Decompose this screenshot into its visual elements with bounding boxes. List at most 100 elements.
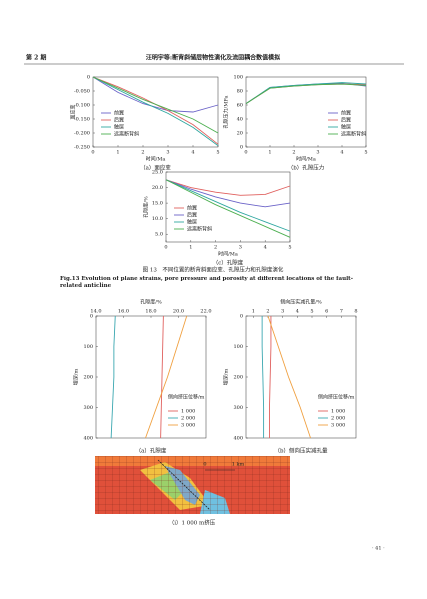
scale-label: 1 km [232, 462, 245, 468]
plot-frame [165, 171, 291, 243]
y-tick-label: -0.050 [74, 89, 90, 95]
chart-caption: （a）面应变 [140, 164, 171, 172]
y-tick-label: 40 [237, 117, 243, 123]
chart-caption: （a）孔隙度 [136, 447, 167, 455]
x-tick-label: 5 [364, 150, 367, 156]
x-tick-label: 6 [325, 309, 328, 315]
y-tick-label: 0 [240, 145, 243, 151]
x-tick-label: 5 [216, 150, 219, 156]
x-tick-label: 14.0 [90, 309, 101, 315]
chart-caption: （b）孔隙压力 [288, 164, 325, 172]
y-axis-title: 孔隙压力/MPa [223, 96, 230, 129]
legend-label: 远离断背斜 [114, 131, 139, 138]
x-tick-label: 3 [281, 309, 284, 315]
y-axis-title: 埋深/m [223, 369, 230, 386]
x-tick-label: 5 [310, 309, 313, 315]
legend-label: 2 000 [181, 416, 195, 422]
running-title: 汪明宇等:断背斜储层物性演化及流固耦合数值模拟 [146, 54, 280, 62]
series-line [165, 179, 291, 238]
y-tick-label: 300 [83, 405, 93, 411]
series-line [92, 76, 219, 113]
series-line [165, 179, 291, 208]
y-tick-label: 60 [237, 103, 243, 109]
x-tick-label: 3 [316, 150, 319, 156]
series-line [92, 76, 219, 146]
series-line [245, 82, 367, 104]
x-tick-label: 22.0 [200, 309, 211, 315]
y-tick-label: 10.0 [152, 216, 163, 222]
y-tick-label: 100 [233, 75, 243, 81]
y-tick-label: 80 [237, 89, 243, 95]
plot-frame [92, 76, 219, 148]
x-tick-label: 4 [264, 245, 267, 251]
x-tick-label: 1 [116, 150, 119, 156]
x-tick-label: 1 [268, 150, 271, 156]
y-tick-label: -0.150 [74, 117, 90, 123]
legend-label: 3 000 [331, 423, 345, 429]
x-axis-title: 时间/Ma [218, 251, 238, 258]
legend-label: 3 000 [181, 423, 195, 429]
series-line [160, 315, 164, 439]
y-tick-label: 100 [83, 344, 93, 350]
legend-label: 后翼 [187, 212, 197, 219]
image-caption: （i）1 000 m挤压 [169, 519, 216, 527]
y-tick-label: 400 [83, 436, 93, 442]
legend-label: 2 000 [331, 416, 345, 422]
issue: 第 2 期 [25, 54, 46, 62]
x-tick-label: 1 [189, 245, 192, 251]
mesh-image: 0 1 km [95, 456, 290, 514]
y-tick-label: 20 [237, 131, 243, 137]
y-tick-label: 5.0 [155, 232, 163, 238]
x-axis-title: 时间/Ma [296, 156, 316, 163]
scale-label: 0 [203, 462, 206, 468]
fault [157, 459, 211, 511]
legend-label: 远离断背斜 [341, 131, 366, 138]
y-tick-label: 0 [87, 75, 90, 81]
x-tick-label: 7 [340, 309, 343, 315]
figure-caption-en: Fig.13 Evolution of plane strains, pore … [60, 276, 354, 289]
y-tick-label: -0.250 [74, 145, 90, 151]
series-line [245, 82, 367, 104]
legend-label: 前翼 [114, 110, 124, 117]
figure-caption-zh: 图 13 不同位置的断背斜面应变、孔隙压力和孔隙度演化 [143, 266, 284, 274]
y-axis-title: 埋深/m [73, 369, 80, 386]
y-tick-label: 200 [83, 375, 93, 381]
y-axis-title: 面应变 [70, 104, 77, 119]
x-tick-label: 5 [288, 245, 291, 251]
legend-label: 触层 [114, 124, 124, 131]
y-axis-title: 孔隙度/% [143, 196, 150, 218]
series-line [165, 179, 291, 196]
x-tick-label: 8 [354, 309, 357, 315]
x-tick-label: 2 [292, 150, 295, 156]
y-tick-label: 0 [90, 314, 93, 320]
x-tick-label: 2 [266, 309, 269, 315]
x-tick-label: 3 [166, 150, 169, 156]
x-tick-label: 20.0 [173, 309, 184, 315]
series-line [261, 316, 265, 438]
x-tick-label: 3 [239, 245, 242, 251]
x-tick-label: 4 [296, 309, 299, 315]
legend-label: 1 000 [331, 409, 345, 415]
y-tick-label: 400 [233, 436, 243, 442]
mesh-grid [95, 456, 290, 514]
chart-caption: （c）孔隙度 [213, 259, 244, 267]
y-tick-label: 20.0 [152, 185, 163, 191]
legend-title: 侧向挤压位移/m [168, 394, 205, 401]
series-line [245, 83, 367, 104]
series-line [269, 316, 272, 438]
page-number: · 41 · [372, 546, 385, 552]
x-tick-label: 0 [244, 150, 247, 156]
series-line [165, 179, 291, 232]
legend-label: 1 000 [181, 409, 195, 415]
x-tick-label: 18.0 [145, 309, 156, 315]
x-tick-label: 4 [340, 150, 343, 156]
x-tick-label: 16.0 [118, 309, 129, 315]
x-axis-title: 侧向压实减孔量/% [280, 299, 322, 306]
x-tick-label: 4 [191, 150, 194, 156]
chart-caption: （b）侧向压实减孔量 [274, 447, 328, 455]
x-tick-label: 2 [214, 245, 217, 251]
x-tick-label: 0 [164, 245, 167, 251]
y-tick-label: -0.200 [74, 131, 90, 137]
x-axis-title: 孔隙度/% [140, 299, 162, 306]
y-tick-label: -0.100 [74, 103, 90, 109]
